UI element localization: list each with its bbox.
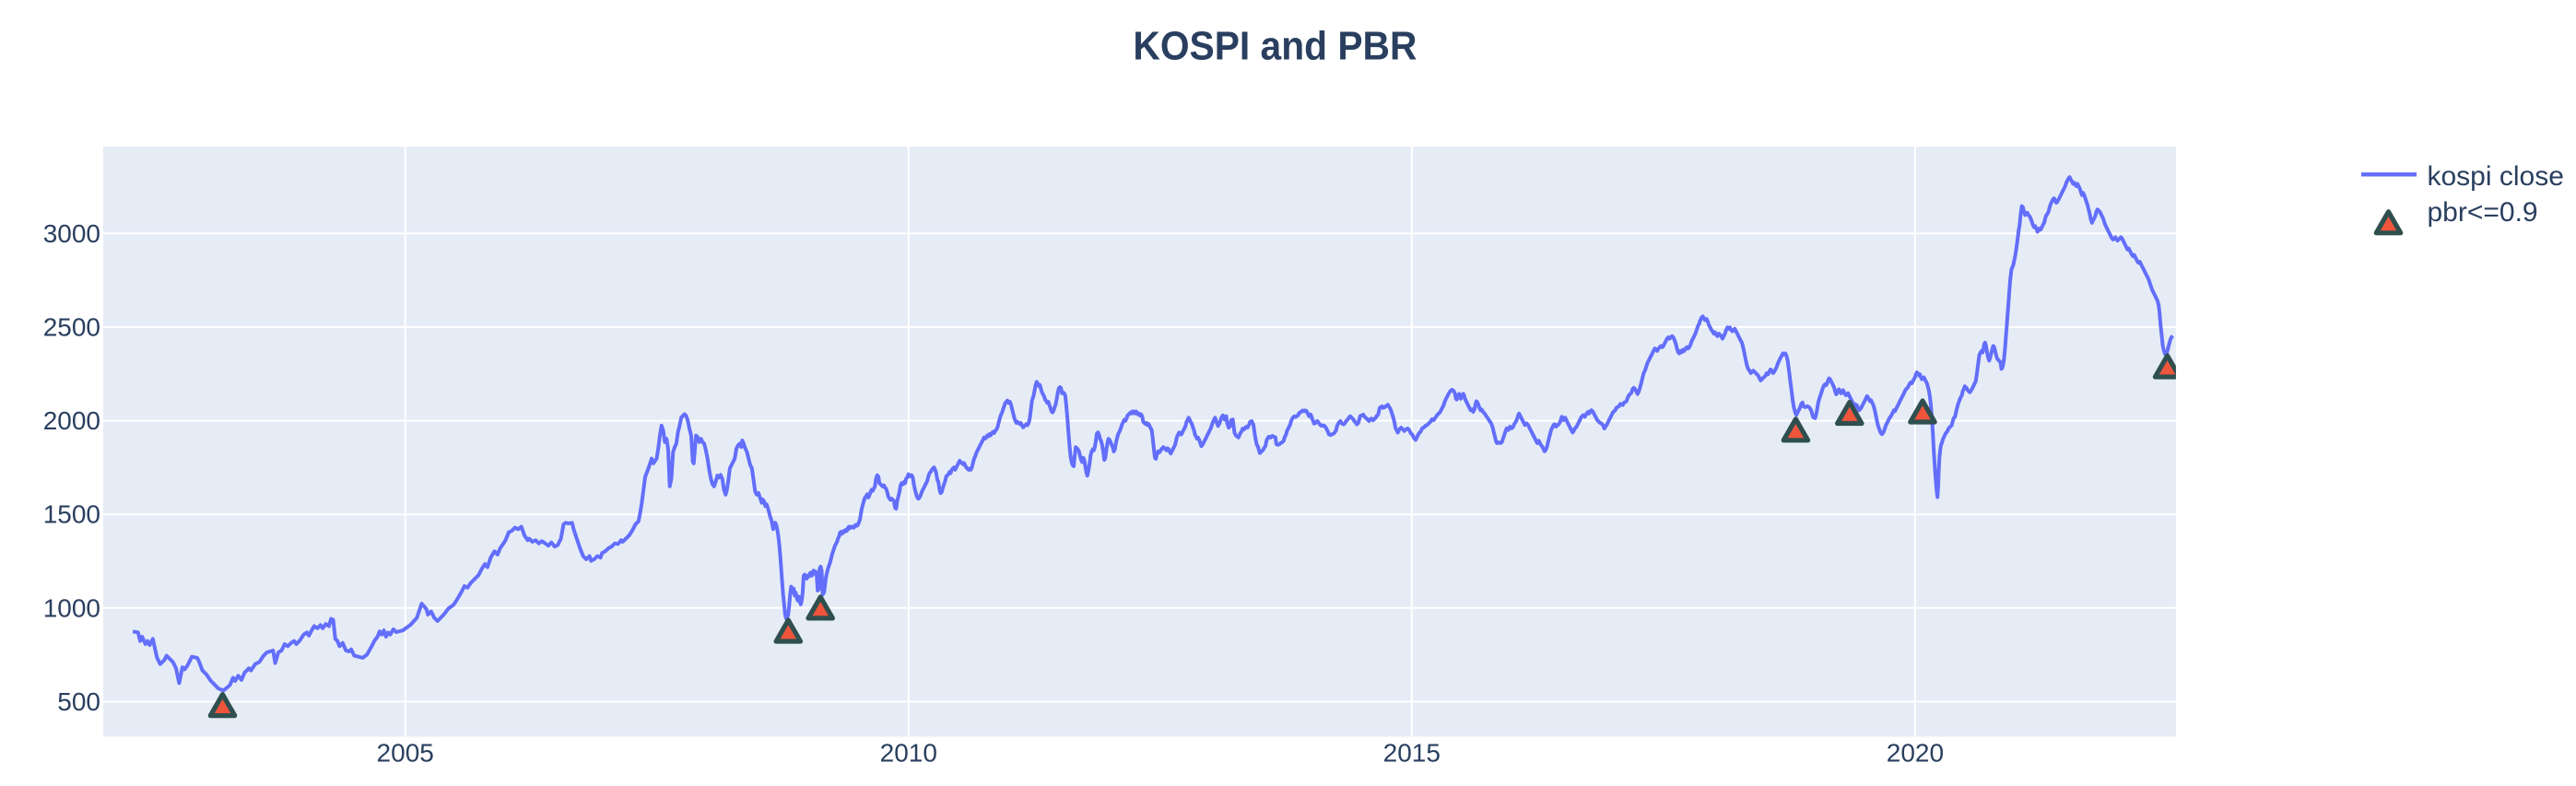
svg-text:500: 500 <box>57 687 100 716</box>
svg-text:kospi close: kospi close <box>2428 161 2564 192</box>
svg-text:1000: 1000 <box>43 593 100 622</box>
svg-text:2500: 2500 <box>43 313 100 342</box>
svg-text:2010: 2010 <box>880 739 937 768</box>
svg-text:3000: 3000 <box>43 219 100 248</box>
svg-text:1500: 1500 <box>43 500 100 529</box>
svg-text:KOSPI and PBR: KOSPI and PBR <box>1133 24 1417 69</box>
svg-text:pbr<=0.9: pbr<=0.9 <box>2428 197 2538 228</box>
svg-text:2000: 2000 <box>43 406 100 435</box>
svg-text:2005: 2005 <box>377 739 434 768</box>
svg-text:2020: 2020 <box>1887 739 1944 768</box>
svg-text:2015: 2015 <box>1383 739 1441 768</box>
